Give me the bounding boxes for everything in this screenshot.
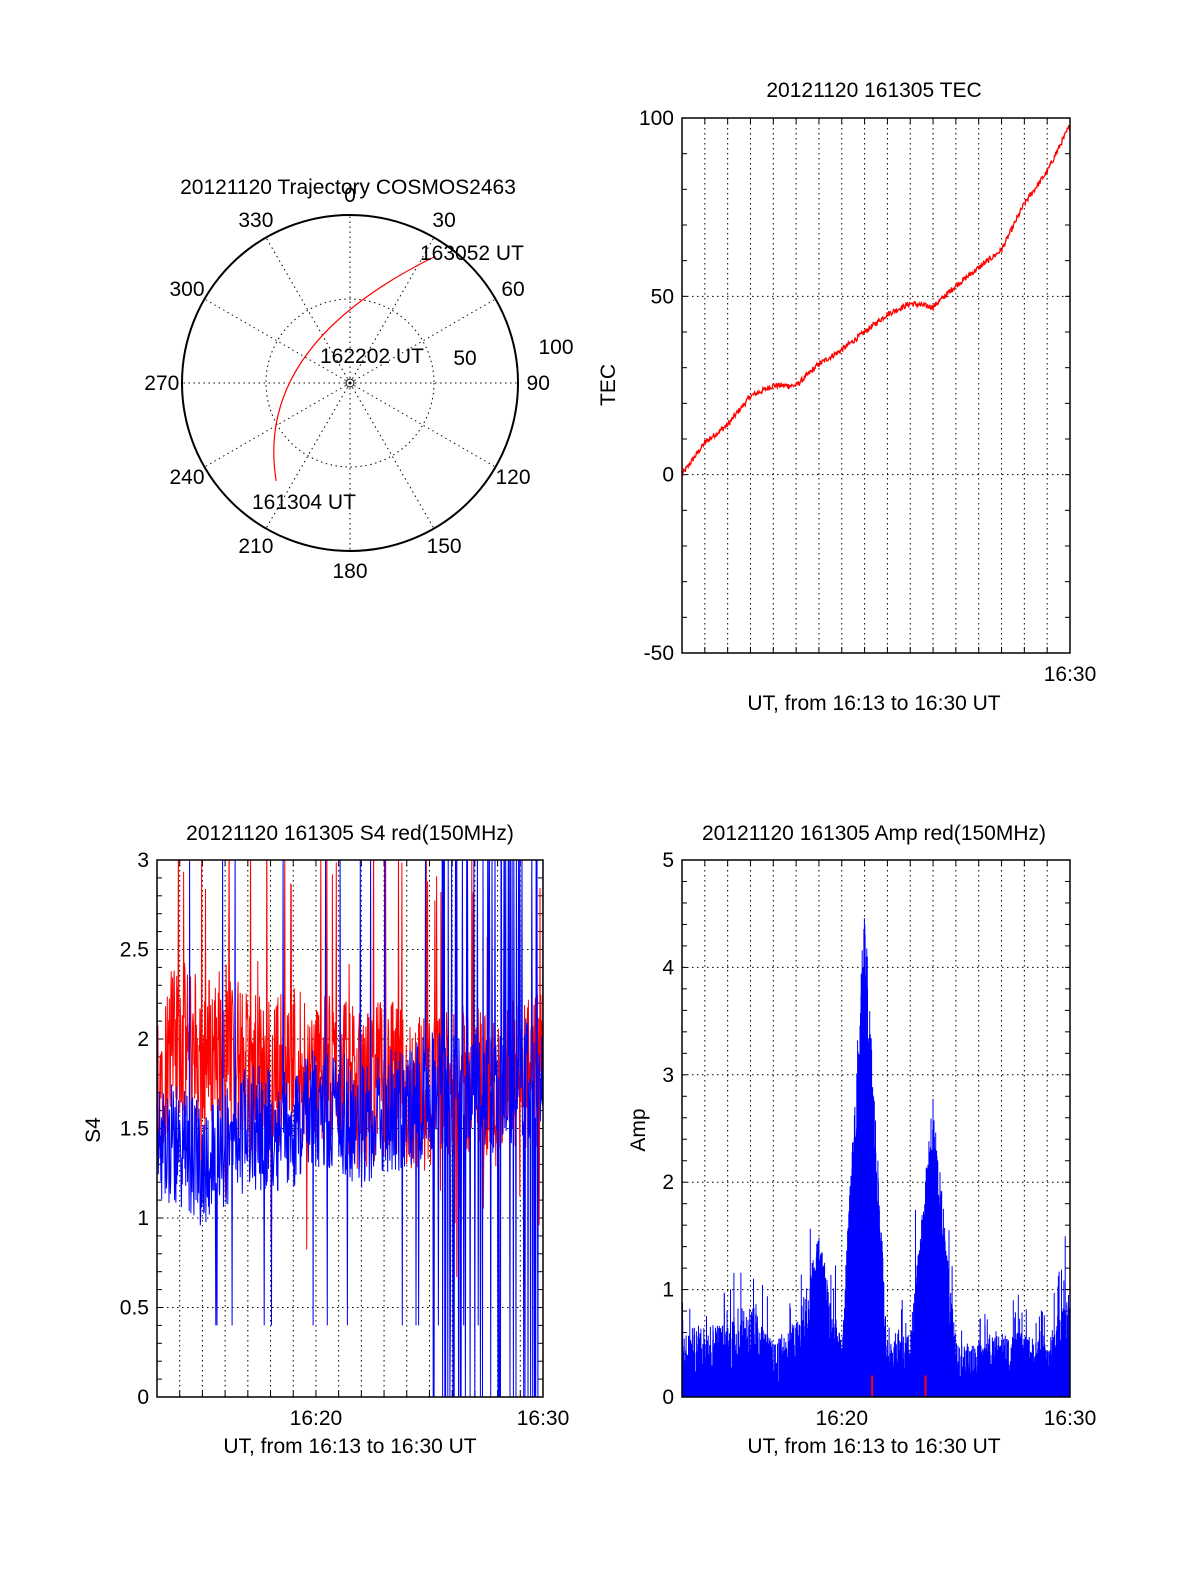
polar-title: 20121120 Trajectory COSMOS2463 (180, 176, 516, 199)
polar-azimuth-label: 240 (169, 466, 204, 489)
amp-y-tick-label: 0 (662, 1386, 674, 1409)
polar-mid-time-label: 162202 UT (320, 345, 424, 368)
s4-y-tick-labels: 0 0.5 1 1.5 2 2.5 3 (120, 849, 149, 1409)
tec-y-tick-label: -50 (644, 642, 674, 665)
polar-spoke (349, 382, 496, 468)
amp-y-tick-label: 4 (662, 956, 674, 979)
tec-y-tick-label: 0 (662, 464, 674, 487)
amp-y-tick-labels: 0 1 2 3 4 5 (662, 849, 674, 1409)
tec-x-tick-label: 16:30 (1044, 663, 1097, 686)
polar-azimuth-label: 270 (144, 372, 179, 395)
amp-blue-series-line (682, 918, 1070, 1397)
s4-x-tick-label: 16:20 (290, 1407, 343, 1430)
amp-x-axis-label: UT, from 16:13 to 16:30 UT (747, 1435, 1000, 1458)
polar-spoke (204, 298, 351, 384)
polar-azimuth-label: 90 (527, 372, 550, 395)
s4-y-tick-label: 0.5 (120, 1297, 149, 1320)
polar-azimuth-label: 60 (501, 278, 524, 301)
polar-center-mark (345, 378, 355, 388)
amp-y-axis-label: Amp (627, 1108, 650, 1151)
s4-x-tick-label: 16:30 (517, 1407, 570, 1430)
amp-title: 20121120 161305 Amp red(150MHz) (702, 822, 1046, 845)
amp-y-tick-label: 3 (662, 1064, 674, 1087)
polar-azimuth-label: 150 (427, 535, 462, 558)
amp-panel: 20121120 161305 Amp red(150MHz) 0 1 2 3 4 5 1… (627, 822, 1096, 1458)
polar-panel: 20121120 Trajectory COSMOS2463 0 30 60 90 12… (144, 176, 573, 583)
s4-blue-series-line (157, 860, 543, 1397)
amp-x-tick-label: 16:20 (815, 1407, 868, 1430)
polar-spoke (349, 237, 435, 384)
tec-plot-frame (681, 117, 1071, 654)
polar-grid (181, 214, 519, 552)
s4-y-tick-label: 1 (137, 1207, 149, 1230)
amp-red-series-line (871, 1375, 927, 1397)
polar-trajectory-line (273, 255, 436, 482)
s4-panel: 20121120 161305 S4 red(150MHz) 0 0.5 1 1.5 2… (82, 822, 570, 1458)
tec-y-tick-labels: -50 0 50 100 (639, 107, 674, 665)
s4-y-tick-label: 3 (137, 849, 149, 872)
s4-y-tick-label: 2 (137, 1028, 149, 1051)
polar-azimuth-labels: 0 30 60 90 120 150 180 210 240 270 300 330 (144, 184, 550, 583)
polar-azimuth-label: 210 (238, 535, 273, 558)
s4-x-tick-labels: 16:20 16:30 (290, 1407, 570, 1430)
polar-azimuth-label: 330 (238, 209, 273, 232)
amp-x-tick-labels: 16:20 16:30 (815, 1407, 1096, 1430)
polar-spoke (265, 237, 351, 384)
s4-x-axis-label: UT, from 16:13 to 16:30 UT (223, 1435, 476, 1458)
tec-y-tick-label: 100 (639, 107, 674, 130)
amp-plot-frame (681, 859, 1071, 1398)
amp-y-tick-label: 1 (662, 1279, 674, 1302)
polar-azimuth-label: 300 (169, 278, 204, 301)
polar-spoke (204, 382, 351, 468)
amp-x-tick-label: 16:30 (1044, 1407, 1097, 1430)
tec-x-tick-labels: 16:30 (1044, 663, 1097, 686)
polar-start-time-label: 161304 UT (252, 491, 356, 514)
tec-x-axis-label: UT, from 16:13 to 16:30 UT (747, 692, 1000, 715)
s4-title: 20121120 161305 S4 red(150MHz) (186, 822, 514, 845)
tec-series-line (681, 124, 1071, 478)
s4-y-tick-label: 0 (137, 1386, 149, 1409)
s4-plot-frame (156, 859, 544, 1398)
amp-y-tick-label: 2 (662, 1171, 674, 1194)
s4-y-tick-label: 2.5 (120, 939, 149, 962)
tec-title: 20121120 161305 TEC (766, 79, 981, 102)
s4-y-axis-label: S4 (82, 1117, 105, 1143)
s4-y-tick-label: 1.5 (120, 1118, 149, 1141)
amp-y-tick-label: 5 (662, 849, 674, 872)
polar-azimuth-label: 180 (332, 560, 367, 583)
polar-azimuth-label: 120 (495, 466, 530, 489)
polar-outer-circle (181, 214, 519, 552)
polar-azimuth-label: 0 (344, 184, 356, 207)
polar-azimuth-label: 30 (432, 209, 455, 232)
tec-y-tick-label: 50 (651, 285, 674, 308)
polar-end-time-label: 163052 UT (420, 242, 524, 265)
polar-radial-label-50: 50 (453, 347, 476, 370)
polar-spoke (349, 298, 496, 384)
tec-y-axis-label: TEC (597, 364, 620, 406)
polar-radial-label-100: 100 (538, 336, 573, 359)
polar-inner-circle (265, 298, 435, 468)
